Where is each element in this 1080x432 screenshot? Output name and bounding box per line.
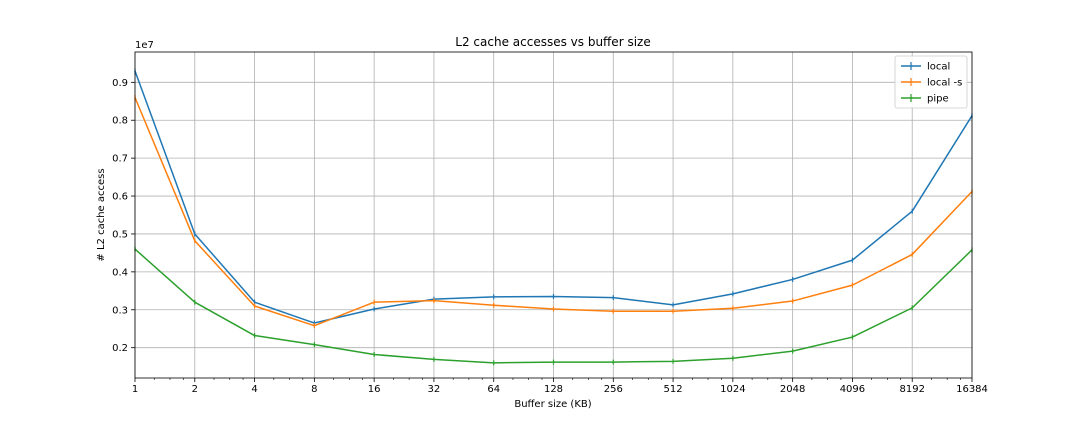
x-tick-label: 256 [604, 384, 623, 395]
series-pipe [134, 246, 973, 366]
x-tick-label: 1024 [720, 384, 745, 395]
y-tick-label: 0.6 [112, 192, 128, 203]
series-local-s [134, 94, 973, 329]
legend-label: local [927, 62, 950, 73]
y-tick-label: 0.3 [112, 305, 128, 316]
x-tick-label: 4 [251, 384, 257, 395]
x-tick-label: 2048 [780, 384, 805, 395]
legend-item: local -s [901, 78, 962, 89]
x-tick-label: 16384 [956, 384, 988, 395]
x-tick-label: 16 [368, 384, 381, 395]
x-tick-label: 4096 [840, 384, 865, 395]
legend-box [894, 55, 968, 109]
y-offset-label: 1e7 [135, 40, 154, 51]
y-tick-label: 0.9 [112, 78, 128, 89]
legend-label: pipe [927, 94, 949, 105]
y-tick-label: 0.4 [112, 267, 128, 278]
y-tick-label: 0.7 [112, 154, 128, 165]
x-tick-label: 64 [487, 384, 500, 395]
x-tick-label: 32 [428, 384, 441, 395]
x-axis-label: Buffer size (KB) [514, 399, 591, 410]
y-axis-label: # L2 cache access [96, 168, 107, 261]
y-tick-label: 0.5 [112, 229, 128, 240]
x-tick-label: 128 [544, 384, 563, 395]
x-tick-label: 1 [132, 384, 138, 395]
legend-item: pipe [901, 94, 949, 105]
y-tick-label: 0.2 [112, 343, 128, 354]
x-tick-label: 8 [311, 384, 317, 395]
chart-title: L2 cache accesses vs buffer size [455, 35, 650, 49]
x-tick-label: 512 [664, 384, 683, 395]
plot-series [134, 68, 973, 366]
legend-item: local [901, 62, 950, 73]
legend-label: local -s [927, 78, 962, 89]
axis-ticks: 1 2 4 8 16 32 64 128 256 512 1024 2048 4096 8192 16384… [112, 78, 988, 395]
x-tick-label: 8192 [899, 384, 924, 395]
x-tick-label: 2 [192, 384, 198, 395]
y-tick-label: 0.8 [112, 116, 128, 127]
legend: local local -s pipe [894, 55, 968, 109]
series-local [134, 68, 973, 326]
